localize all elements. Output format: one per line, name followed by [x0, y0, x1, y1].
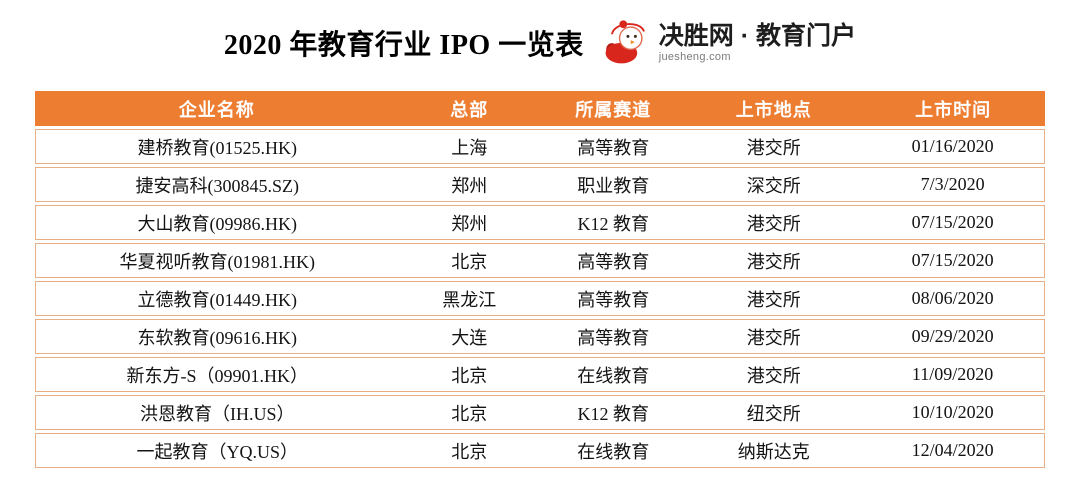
- table-cell: 建桥教育(01525.HK): [35, 129, 399, 164]
- table-cell: 东软教育(09616.HK): [35, 319, 399, 354]
- table-cell: 一起教育（YQ.US）: [35, 433, 399, 468]
- table-cell: 捷安高科(300845.SZ): [35, 167, 399, 202]
- table-row: 捷安高科(300845.SZ) 郑州 职业教育 深交所 7/3/2020: [35, 167, 1045, 202]
- table-cell: 高等教育: [540, 319, 687, 354]
- table-cell: 大连: [398, 319, 540, 354]
- table-body: 建桥教育(01525.HK) 上海 高等教育 港交所 01/16/2020 捷安高科(30…: [35, 129, 1045, 468]
- table-cell: 洪恩教育（IH.US）: [35, 395, 399, 430]
- table-cell: 在线教育: [540, 357, 687, 392]
- table-cell: 12/04/2020: [861, 433, 1045, 468]
- table-cell: 7/3/2020: [861, 167, 1045, 202]
- table-cell: 港交所: [686, 319, 862, 354]
- table-cell: 纳斯达克: [686, 433, 862, 468]
- title-row: 2020 年教育行业 IPO 一览表 决胜网 · 教育门户 jue: [0, 0, 1080, 72]
- table-cell: 黑龙江: [398, 281, 540, 316]
- table-row: 东软教育(09616.HK) 大连 高等教育 港交所 09/29/2020: [35, 319, 1045, 354]
- table-row: 新东方-S（09901.HK） 北京 在线教育 港交所 11/09/2020: [35, 357, 1045, 392]
- table-head: 企业名称 总部 所属赛道 上市地点 上市时间: [35, 91, 1045, 126]
- table-row: 一起教育（YQ.US） 北京 在线教育 纳斯达克 12/04/2020: [35, 433, 1045, 468]
- table-cell: 11/09/2020: [861, 357, 1045, 392]
- table-row: 立德教育(01449.HK) 黑龙江 高等教育 港交所 08/06/2020: [35, 281, 1045, 316]
- logo-brand: 决胜网: [658, 21, 734, 50]
- table-cell: 北京: [398, 433, 540, 468]
- table-header-row: 企业名称 总部 所属赛道 上市地点 上市时间: [35, 91, 1045, 126]
- table-cell: 北京: [398, 395, 540, 430]
- table-cell: 新东方-S（09901.HK）: [35, 357, 399, 392]
- table-cell: 港交所: [686, 243, 862, 278]
- table-cell: 港交所: [686, 357, 862, 392]
- column-header: 总部: [398, 91, 540, 126]
- table-cell: 大山教育(09986.HK): [35, 205, 399, 240]
- table-cell: 在线教育: [540, 433, 687, 468]
- column-header: 企业名称: [35, 91, 399, 126]
- logo-domain: juesheng.com: [658, 50, 731, 63]
- ipo-table: 企业名称 总部 所属赛道 上市地点 上市时间 建桥教育(01525.HK) 上海 高等教育港…: [35, 88, 1045, 471]
- logo-wordmark: 决胜网 · 教育门户: [658, 21, 857, 50]
- table-cell: 港交所: [686, 281, 862, 316]
- juesheng-mascot-icon: [600, 17, 654, 70]
- table-row: 大山教育(09986.HK) 郑州 K12 教育 港交所 07/15/2020: [35, 205, 1045, 240]
- table-cell: 深交所: [686, 167, 862, 202]
- table-cell: 郑州: [398, 167, 540, 202]
- table-cell: 北京: [398, 243, 540, 278]
- table-cell: K12 教育: [540, 395, 687, 430]
- table-cell: 高等教育: [540, 129, 687, 164]
- table-cell: 高等教育: [540, 281, 687, 316]
- table-cell: 上海: [398, 129, 540, 164]
- table-cell: 港交所: [686, 129, 862, 164]
- table-cell: 职业教育: [540, 167, 687, 202]
- table-cell: 10/10/2020: [861, 395, 1045, 430]
- table-row: 建桥教育(01525.HK) 上海 高等教育 港交所 01/16/2020: [35, 129, 1045, 164]
- table-cell: 港交所: [686, 205, 862, 240]
- table-cell: 08/06/2020: [861, 281, 1045, 316]
- table-cell: 纽交所: [686, 395, 862, 430]
- table-row: 洪恩教育（IH.US） 北京 K12 教育 纽交所 10/10/2020: [35, 395, 1045, 430]
- column-header: 上市时间: [861, 91, 1045, 126]
- table-cell: 07/15/2020: [861, 243, 1045, 278]
- table-cell: 高等教育: [540, 243, 687, 278]
- column-header: 所属赛道: [540, 91, 687, 126]
- logo-suffix: 教育门户: [756, 21, 857, 50]
- page-title: 2020 年教育行业 IPO 一览表: [223, 30, 584, 61]
- logo-text: 决胜网 · 教育门户 juesheng.com: [658, 21, 857, 63]
- table-cell: 郑州: [398, 205, 540, 240]
- table-cell: K12 教育: [540, 205, 687, 240]
- table-row: 华夏视听教育(01981.HK) 北京 高等教育 港交所 07/15/2020: [35, 243, 1045, 278]
- table-cell: 立德教育(01449.HK): [35, 281, 399, 316]
- column-header: 上市地点: [686, 91, 862, 126]
- table-cell: 北京: [398, 357, 540, 392]
- table-cell: 09/29/2020: [861, 319, 1045, 354]
- table-cell: 01/16/2020: [861, 129, 1045, 164]
- juesheng-logo: 决胜网 · 教育门户 juesheng.com: [600, 17, 856, 70]
- table-cell: 华夏视听教育(01981.HK): [35, 243, 399, 278]
- table-cell: 07/15/2020: [861, 205, 1045, 240]
- logo-separator: ·: [740, 21, 750, 50]
